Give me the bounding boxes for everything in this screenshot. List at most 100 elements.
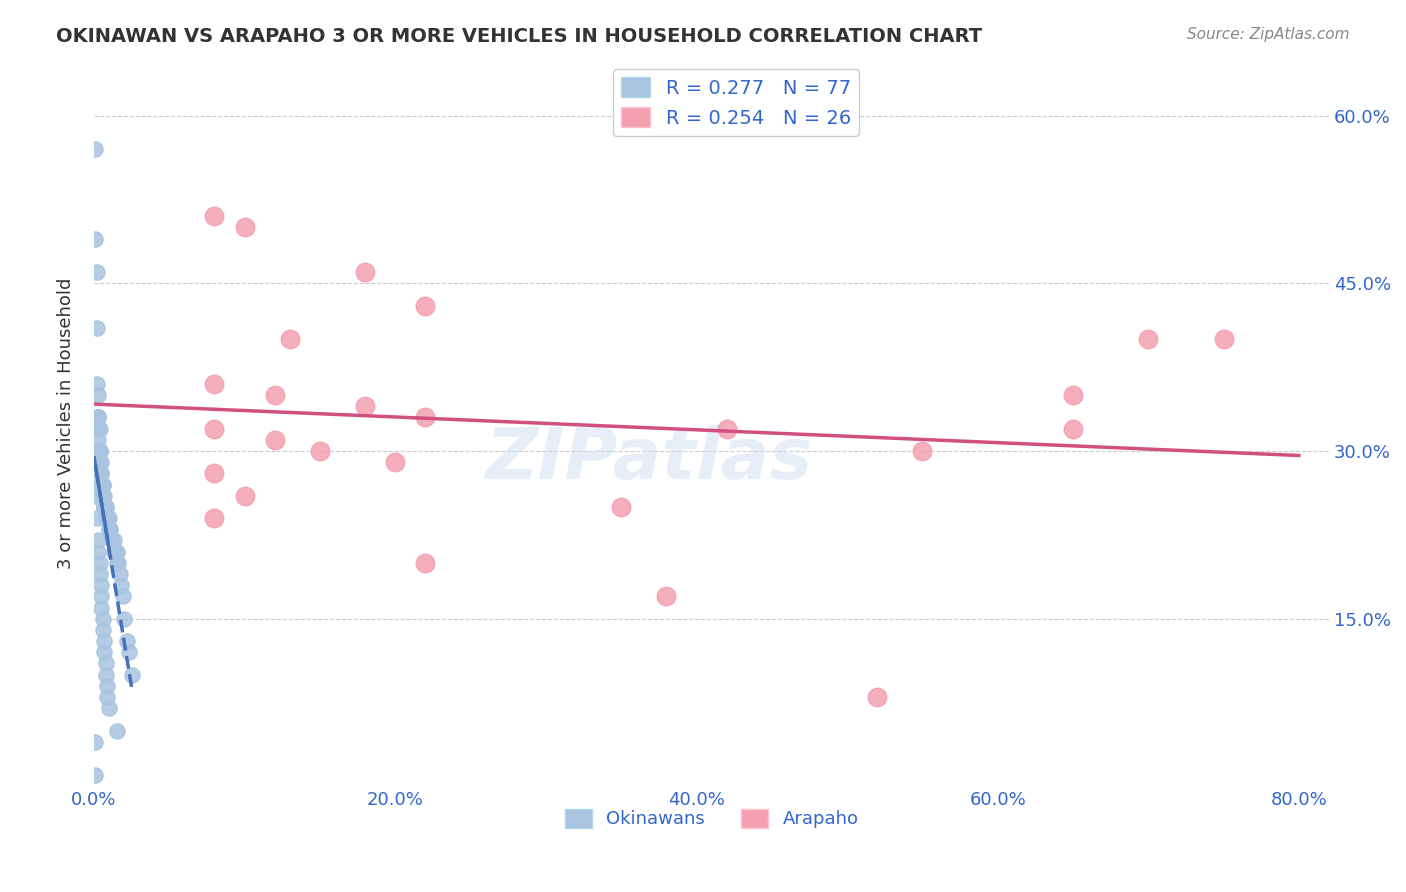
Text: ZIPatlas: ZIPatlas	[486, 425, 814, 494]
Point	[101, 533, 124, 548]
Point	[93, 500, 115, 514]
Point	[96, 511, 118, 525]
Point	[89, 444, 111, 458]
Point	[90, 467, 112, 481]
Point	[1062, 388, 1084, 402]
Point	[866, 690, 889, 704]
Point	[94, 657, 117, 671]
Point	[93, 489, 115, 503]
Point	[103, 533, 125, 548]
Text: Source: ZipAtlas.com: Source: ZipAtlas.com	[1187, 27, 1350, 42]
Point	[94, 511, 117, 525]
Point	[84, 489, 107, 503]
Point	[384, 455, 406, 469]
Point	[107, 556, 129, 570]
Point	[104, 544, 127, 558]
Point	[354, 265, 377, 279]
Point	[413, 299, 436, 313]
Point	[111, 590, 134, 604]
Point	[204, 467, 226, 481]
Point	[87, 410, 110, 425]
Point	[87, 533, 110, 548]
Point	[91, 477, 114, 491]
Point	[86, 376, 108, 391]
Point	[89, 444, 111, 458]
Point	[90, 477, 112, 491]
Point	[86, 511, 108, 525]
Point	[89, 455, 111, 469]
Point	[87, 433, 110, 447]
Point	[90, 578, 112, 592]
Point	[90, 600, 112, 615]
Point	[121, 667, 143, 681]
Point	[91, 477, 114, 491]
Point	[263, 433, 285, 447]
Point	[413, 556, 436, 570]
Point	[89, 444, 111, 458]
Point	[96, 511, 118, 525]
Point	[84, 231, 107, 245]
Point	[93, 634, 115, 648]
Point	[98, 701, 121, 715]
Point	[90, 455, 112, 469]
Point	[94, 667, 117, 681]
Point	[204, 422, 226, 436]
Point	[115, 634, 138, 648]
Point	[278, 332, 301, 346]
Point	[233, 220, 256, 235]
Point	[101, 533, 124, 548]
Point	[911, 444, 934, 458]
Point	[93, 500, 115, 514]
Point	[655, 590, 678, 604]
Point	[93, 645, 115, 659]
Point	[87, 410, 110, 425]
Point	[89, 422, 111, 436]
Point	[91, 623, 114, 637]
Point	[84, 467, 107, 481]
Point	[233, 489, 256, 503]
Text: OKINAWAN VS ARAPAHO 3 OR MORE VEHICLES IN HOUSEHOLD CORRELATION CHART: OKINAWAN VS ARAPAHO 3 OR MORE VEHICLES I…	[56, 27, 983, 45]
Point	[1062, 422, 1084, 436]
Point	[96, 690, 118, 704]
Point	[112, 612, 135, 626]
Point	[91, 612, 114, 626]
Point	[108, 567, 131, 582]
Point	[87, 544, 110, 558]
Point	[96, 679, 118, 693]
Point	[103, 544, 125, 558]
Point	[413, 410, 436, 425]
Y-axis label: 3 or more Vehicles in Household: 3 or more Vehicles in Household	[58, 277, 75, 569]
Point	[96, 511, 118, 525]
Point	[204, 376, 226, 391]
Point	[100, 522, 122, 536]
Point	[89, 556, 111, 570]
Point	[1137, 332, 1160, 346]
Point	[91, 489, 114, 503]
Point	[716, 422, 738, 436]
Point	[105, 556, 128, 570]
Point	[84, 142, 107, 156]
Point	[87, 422, 110, 436]
Point	[98, 511, 121, 525]
Point	[89, 567, 111, 582]
Point	[90, 590, 112, 604]
Point	[86, 265, 108, 279]
Point	[87, 410, 110, 425]
Point	[91, 489, 114, 503]
Point	[98, 522, 121, 536]
Point	[98, 522, 121, 536]
Point	[84, 768, 107, 782]
Point	[100, 522, 122, 536]
Point	[93, 500, 115, 514]
Point	[263, 388, 285, 402]
Point	[610, 500, 633, 514]
Point	[94, 500, 117, 514]
Point	[204, 511, 226, 525]
Point	[117, 645, 139, 659]
Point	[308, 444, 330, 458]
Point	[354, 399, 377, 413]
Point	[204, 209, 226, 223]
Point	[91, 489, 114, 503]
Point	[110, 578, 132, 592]
Point	[105, 544, 128, 558]
